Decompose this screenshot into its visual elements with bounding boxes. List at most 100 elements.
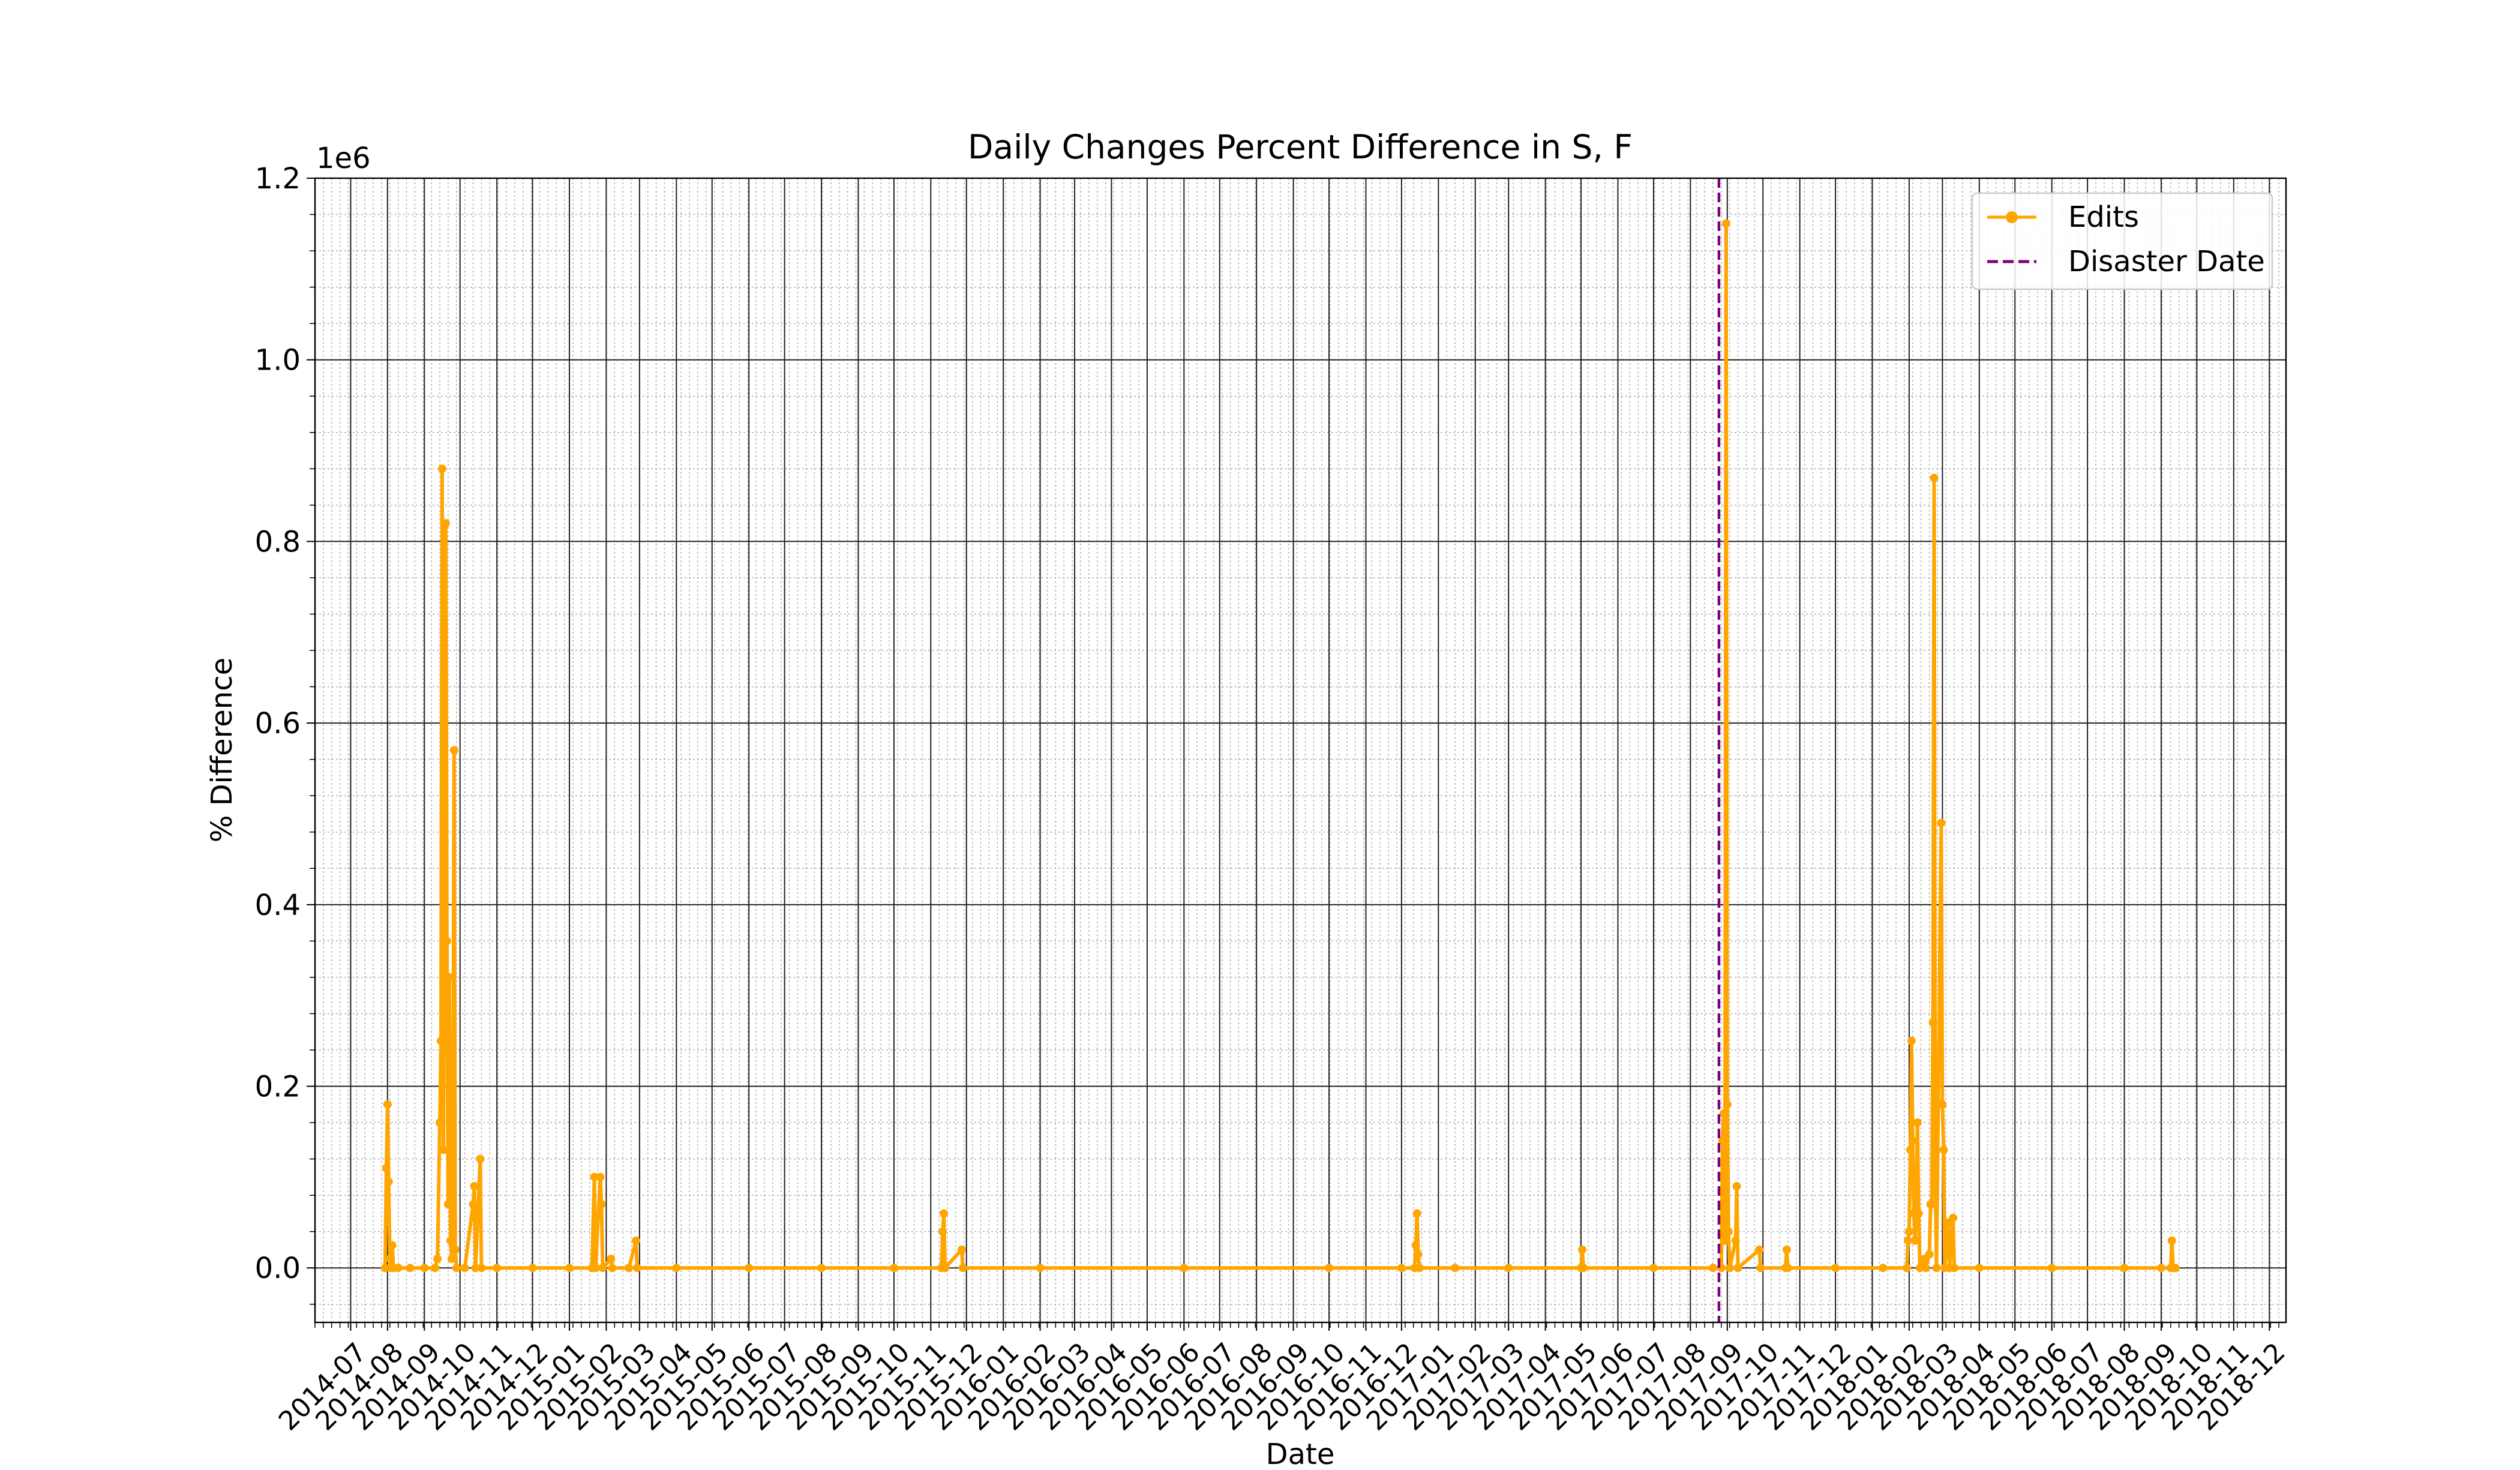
x-axis-ticks: 2014-072014-082014-092014-102014-112014-… [273,1322,2291,1436]
series-point [452,1264,461,1273]
series-point [1908,1136,1917,1145]
series-point [1579,1264,1588,1273]
series-point [1927,1200,1936,1209]
series-point [1414,1250,1423,1259]
series-point [1937,818,1946,827]
series-point [1915,1264,1924,1273]
series-point [470,1182,479,1190]
series-point [1733,1264,1742,1273]
series-point [1950,1264,1959,1273]
y-tick-label: 1.0 [255,344,301,377]
series-point [1914,1209,1923,1218]
series-point [1903,1236,1912,1245]
series-point [1755,1245,1764,1254]
series-point [406,1264,415,1273]
series-point [442,937,451,946]
series-point [380,1264,389,1273]
series-point [1504,1264,1513,1273]
series-point [438,464,446,473]
series-point [1910,1236,1919,1245]
series-point [889,1264,898,1273]
series-point [436,1118,444,1127]
series-point [446,1236,455,1245]
series-point [388,1241,397,1250]
series-point [445,973,454,982]
series-point [2167,1236,2176,1245]
series-point [596,1172,605,1181]
series-point [1949,1213,1958,1222]
series-point [591,1264,600,1273]
series-point [1906,1145,1915,1154]
series-point [1412,1209,1421,1218]
series-point [1879,1264,1888,1273]
series-point [437,1036,445,1045]
y-axis-label: % Difference [205,658,239,842]
y-tick-label: 0.8 [255,525,301,559]
series-point [625,1264,634,1273]
series-point [2120,1264,2129,1273]
series-point [1731,1236,1740,1245]
series-point [2047,1264,2056,1273]
series-point [1783,1264,1792,1273]
series-point [528,1264,537,1273]
series-point [1411,1241,1420,1250]
series-point [1907,1036,1916,1045]
y-tick-label: 0.6 [255,707,301,740]
series-point [1938,1100,1947,1109]
series-point [1720,1236,1729,1245]
series-point [441,519,450,528]
series-point [460,1264,469,1273]
series-point [1718,1136,1727,1145]
series-point [1649,1264,1658,1273]
series-point [1709,1264,1717,1273]
series-point [1904,1227,1913,1236]
series-point [447,1255,456,1264]
series-point [449,746,458,755]
series-point [471,1264,480,1273]
x-axis-label: Date [1266,1438,1335,1470]
series-point [1578,1245,1587,1254]
series-point [1939,1145,1948,1154]
series-point [590,1172,599,1181]
series-point [394,1264,403,1273]
series-point [1931,1172,1940,1181]
chart-title: Daily Changes Percent Difference in S, F [968,128,1633,166]
series-point [1756,1264,1765,1273]
series-point [493,1264,502,1273]
series-point [958,1264,967,1273]
series-point [1723,1100,1732,1109]
series-point [2157,1264,2165,1273]
series-point [1732,1182,1741,1190]
y-axis-multiplier: 1e6 [316,142,371,175]
series-point [1903,1264,1911,1273]
series-point [385,1255,394,1264]
series-point [2171,1264,2180,1273]
y-tick-label: 0.4 [255,889,301,922]
series-point [431,1264,440,1273]
series-point [1928,1018,1937,1027]
series-point [382,1163,391,1172]
series-point [632,1264,641,1273]
series-point [1721,219,1730,228]
series-point [433,1255,442,1264]
series-point [448,1200,457,1209]
series-point [1397,1264,1406,1273]
series-point [598,1264,607,1273]
series-point [1725,1264,1734,1273]
series-point [632,1236,640,1245]
series-point [941,1264,950,1273]
series-point [451,1245,460,1254]
series-point [1325,1264,1334,1273]
legend-edits-marker-icon [2006,211,2018,223]
series-point [1036,1264,1045,1273]
series-point [940,1209,949,1218]
y-tick-label: 0.0 [255,1252,301,1285]
y-axis-ticks: 0.0 0.2 0.4 0.6 0.8 1.0 1.2 [255,162,315,1305]
legend-disaster-label: Disaster Date [2068,245,2265,278]
series-point [440,836,449,845]
series-point [1921,1264,1930,1273]
series-point [1913,1118,1922,1127]
series-point [607,1255,616,1264]
series-point [608,1264,617,1273]
series-point [1719,1109,1728,1118]
